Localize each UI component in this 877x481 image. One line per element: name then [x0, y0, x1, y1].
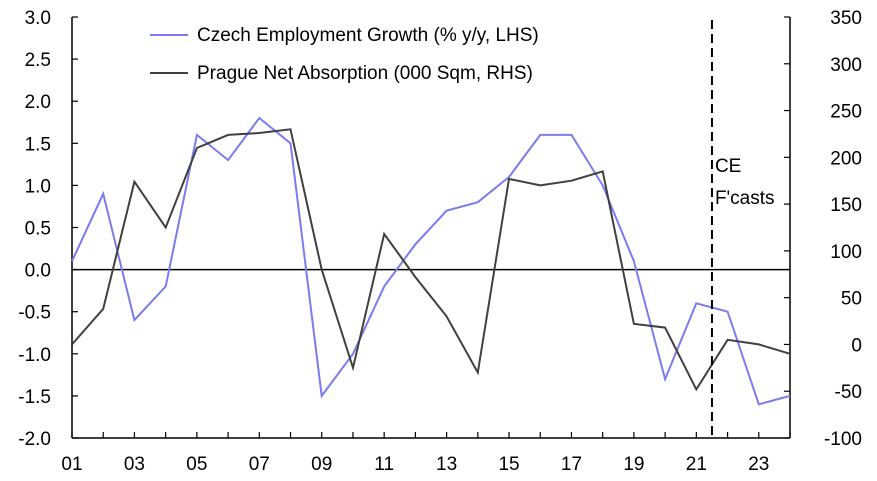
left-tick-label: 0.0 — [25, 261, 51, 282]
left-tick-label: -1.0 — [18, 345, 51, 366]
net-absorption-line — [71, 128, 791, 392]
legend: Czech Employment Growth (% y/y, LHS) Prag… — [150, 25, 539, 84]
left-tick-label: -2.0 — [18, 429, 51, 450]
right-tick-label: 150 — [830, 195, 862, 216]
series-layer — [71, 116, 791, 406]
right-tick-label: 0 — [851, 335, 862, 356]
right-tick-label: 350 — [830, 8, 862, 29]
left-tick-label: -0.5 — [18, 303, 51, 324]
right-tick-label: -100 — [824, 429, 862, 450]
x-tick-label: 03 — [124, 454, 145, 475]
x-tick-label: 17 — [561, 454, 582, 475]
axes: 3.0 2.5 2.0 1.5 1.0 0.5 0.0 -0.5 -1.0 -1.5 -2.0 350… — [18, 8, 862, 475]
left-tick-label: 2.0 — [25, 92, 51, 113]
x-tick-label: 15 — [498, 454, 519, 475]
forecast-label-line2: F'casts — [715, 188, 775, 209]
x-tick-label: 01 — [61, 454, 82, 475]
x-tick-label: 19 — [623, 454, 644, 475]
forecast-annotation: CE F'casts — [710, 20, 775, 438]
left-tick-label: 0.5 — [25, 219, 51, 240]
x-tick-label: 23 — [748, 454, 769, 475]
right-tick-label: 300 — [830, 55, 862, 76]
left-tick-label: 3.0 — [25, 8, 51, 29]
left-tick-label: 1.0 — [25, 176, 51, 197]
left-tick-label: 2.5 — [25, 50, 51, 71]
right-tick-label: 100 — [830, 242, 862, 263]
x-tick-label: 09 — [311, 454, 332, 475]
right-tick-label: -50 — [835, 382, 862, 403]
x-tick-label: 13 — [436, 454, 457, 475]
left-tick-label: -1.5 — [18, 387, 51, 408]
x-tick-label: 07 — [249, 454, 270, 475]
x-tick-label: 21 — [686, 454, 707, 475]
legend-label-absorption: Prague Net Absorption (000 Sqm, RHS) — [197, 63, 533, 84]
x-tick-label: 05 — [186, 454, 207, 475]
right-tick-label: 200 — [830, 148, 862, 169]
x-tick-label: 11 — [374, 454, 394, 475]
legend-label-employment: Czech Employment Growth (% y/y, LHS) — [197, 25, 539, 46]
left-tick-label: 1.5 — [25, 134, 51, 155]
right-tick-label: 250 — [830, 102, 862, 123]
right-tick-label: 50 — [841, 289, 862, 310]
forecast-label-line1: CE — [715, 156, 741, 177]
